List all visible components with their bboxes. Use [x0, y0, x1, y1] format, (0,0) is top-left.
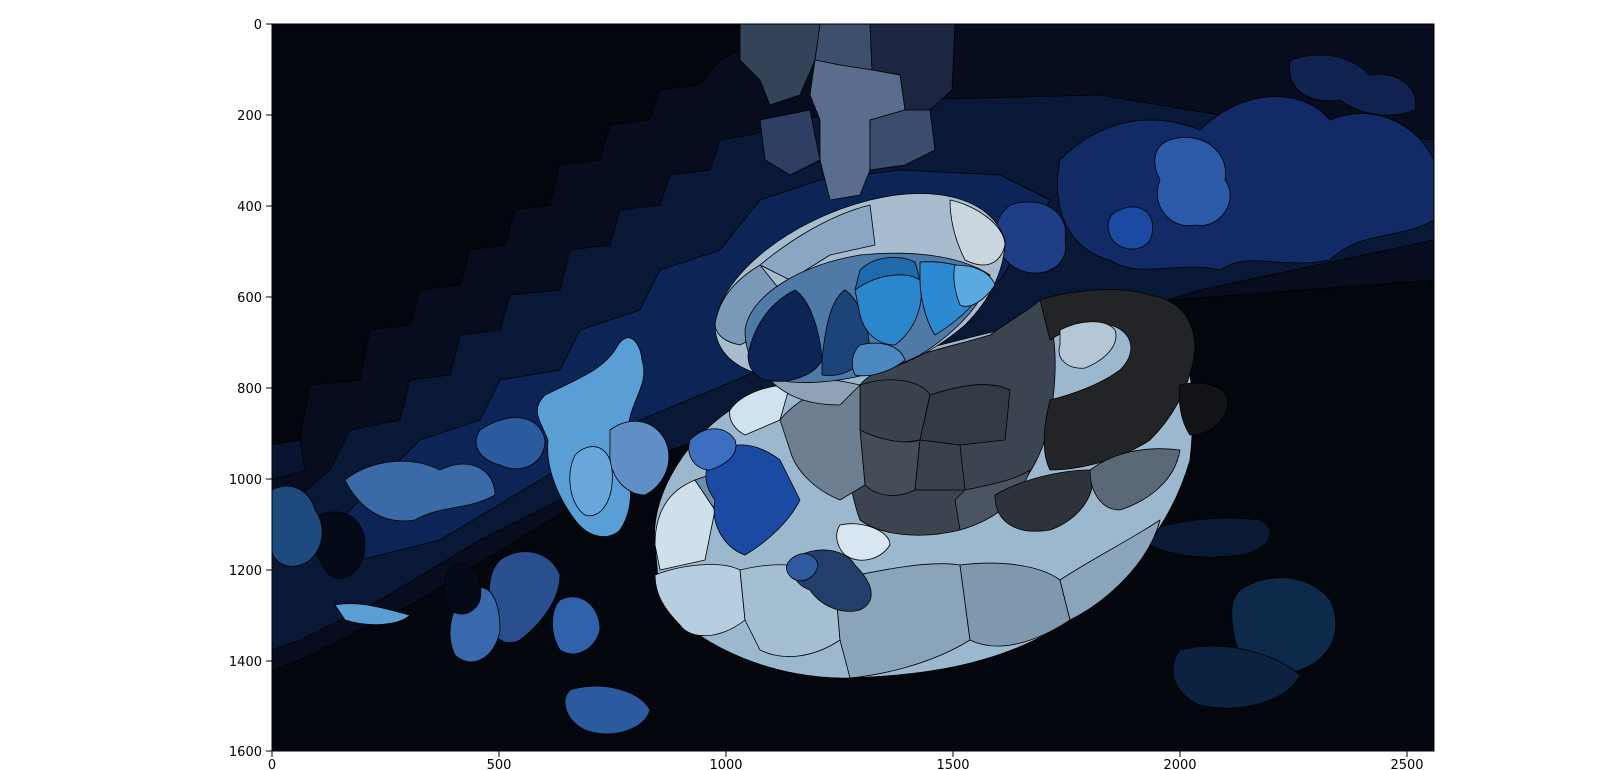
region-saucer-white-b	[836, 523, 891, 561]
region-left-strip	[334, 603, 411, 625]
x-tick-label: 2000	[1163, 758, 1196, 770]
region-cup-body-e	[954, 469, 1031, 531]
region-rim-light-right	[949, 199, 1006, 266]
region-top-right-c	[1288, 54, 1417, 116]
region-smoke-5	[869, 109, 936, 171]
x-tick-label: 500	[487, 758, 512, 770]
region-bottom-right-c	[1149, 517, 1271, 558]
y-tick-label: 200	[237, 109, 262, 124]
region-handle-outer	[1039, 289, 1196, 471]
region-cup-body-a	[859, 379, 931, 443]
y-tick-label: 1400	[229, 655, 262, 670]
y-tick-label: 1600	[229, 745, 262, 760]
x-tick-label: 1000	[709, 758, 742, 770]
region-cup-body-b	[919, 384, 1011, 446]
region-left-blue-g	[552, 596, 601, 655]
region-handle-inner	[1058, 321, 1117, 369]
region-handle-right	[1178, 382, 1229, 436]
region-left-blue-f	[609, 421, 670, 496]
region-left-blue-h	[564, 685, 651, 735]
region-smoke-6	[759, 109, 821, 176]
y-tick-label: 1200	[229, 564, 262, 579]
region-left-dark-b	[443, 563, 482, 615]
region-far-left-dark	[272, 439, 306, 481]
region-bottom-right-b	[1172, 645, 1301, 709]
y-tick-label: 0	[254, 18, 262, 33]
y-tick-label: 600	[237, 291, 262, 306]
segmented-image	[272, 24, 1434, 751]
region-cup-body-d	[914, 439, 966, 491]
region-handle-low	[994, 469, 1093, 532]
region-interior-steel	[851, 342, 906, 377]
x-tick-label: 1500	[936, 758, 969, 770]
region-saucer-left-a	[654, 479, 716, 571]
y-tick-label: 400	[237, 200, 262, 215]
x-axis: 0 500 1000 1500 2000 2500	[268, 751, 1424, 770]
region-left-blue-e	[569, 446, 613, 517]
x-tick-label: 0	[268, 758, 276, 770]
region-saucer-front-a	[654, 564, 746, 637]
y-tick-label: 800	[237, 382, 262, 397]
y-tick-label: 1000	[229, 473, 262, 488]
region-rim-steel-top	[759, 204, 876, 281]
x-tick-label: 2500	[1390, 758, 1423, 770]
region-motif-light	[688, 428, 737, 471]
region-interior-lightest	[953, 264, 996, 307]
region-smoke-4	[809, 59, 906, 201]
y-axis: 0 200 400 600 800 1000 1200 1400 1600	[229, 18, 272, 760]
region-motif-blue-dot	[786, 553, 819, 582]
region-saucer-white-a	[729, 384, 791, 436]
region-left-mid-b	[475, 417, 546, 470]
region-motif-royal	[705, 444, 801, 556]
region-top-right-e	[1107, 206, 1153, 250]
region-left-mid-a	[344, 460, 496, 522]
region-handle-gray	[1089, 448, 1181, 511]
region-top-right-b	[1154, 137, 1231, 227]
region-left-edge	[272, 485, 323, 567]
region-bottom-right-a	[1231, 577, 1337, 674]
region-saucer-front-e	[1059, 519, 1161, 621]
